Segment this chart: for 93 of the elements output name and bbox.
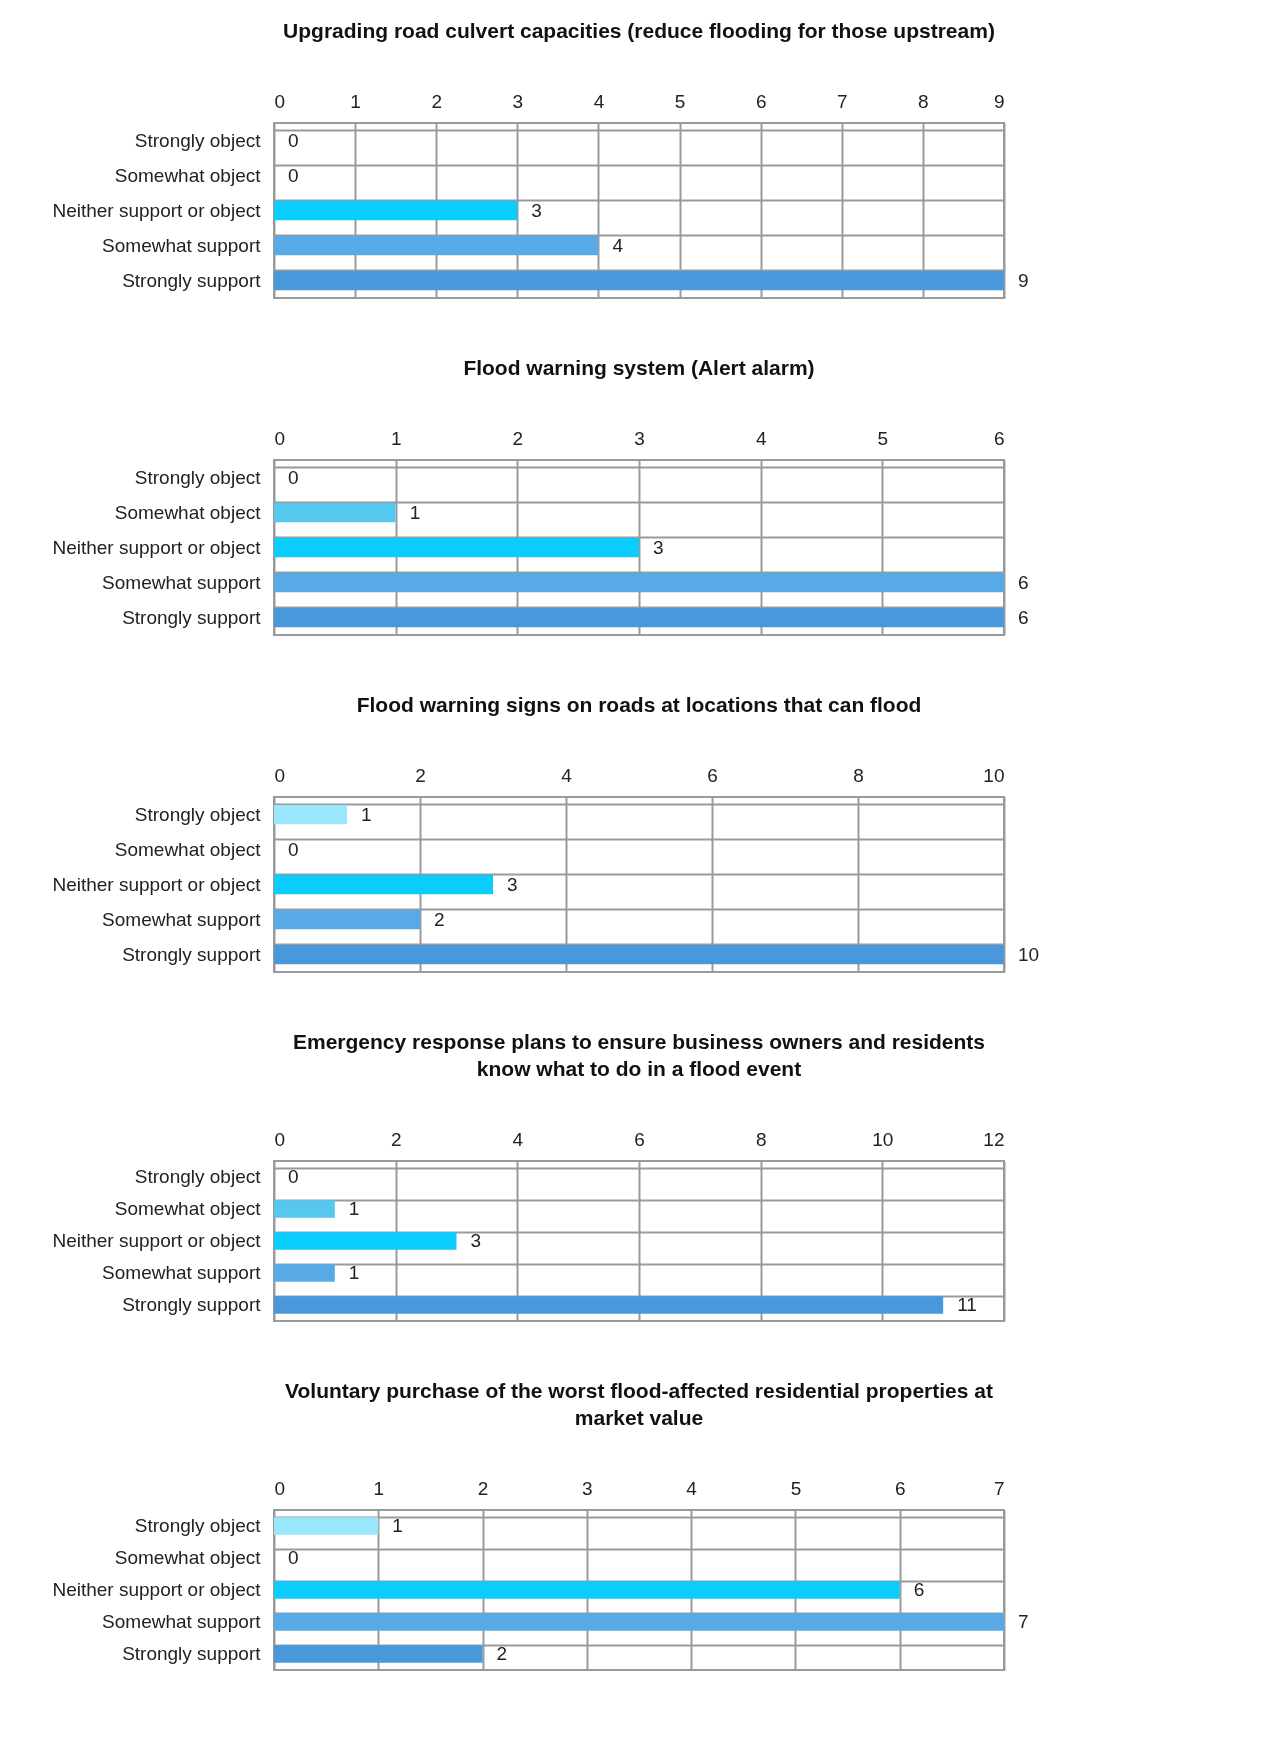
y-tick-label: Somewhat object bbox=[114, 501, 262, 523]
data-label: 4 bbox=[612, 234, 624, 256]
x-tick-label: 0 bbox=[274, 90, 286, 112]
chart-title: Voluntary purchase of the worst flood-affected residential properties at market value bbox=[285, 1379, 993, 1429]
x-tick-label: 8 bbox=[755, 1128, 767, 1150]
x-tick-label: 10 bbox=[983, 764, 1005, 786]
x-tick-label: 5 bbox=[877, 427, 889, 449]
x-tick-label: 3 bbox=[634, 427, 645, 449]
x-tick-label: 2 bbox=[390, 1128, 402, 1150]
chart-title: Flood warning signs on roads at locations that can flood bbox=[356, 693, 922, 716]
x-tick-label: 4 bbox=[755, 427, 767, 449]
data-label: 3 bbox=[507, 873, 518, 895]
x-tick-label: 1 bbox=[350, 90, 361, 112]
y-tick-label: Strongly object bbox=[134, 466, 262, 488]
x-tick-label: 0 bbox=[274, 1128, 286, 1150]
data-label: 0 bbox=[288, 838, 299, 860]
data-label: 6 bbox=[913, 1579, 925, 1600]
y-tick-label: Somewhat support bbox=[102, 1611, 262, 1632]
x-tick-label: 0 bbox=[274, 427, 286, 449]
data-label: 6 bbox=[1018, 571, 1029, 593]
x-tick-label: 0 bbox=[274, 764, 286, 786]
y-tick-label: Somewhat object bbox=[114, 1547, 262, 1568]
x-tick-label: 6 bbox=[634, 1128, 645, 1150]
x-tick-label: 0 bbox=[274, 1477, 286, 1499]
x-tick-label: 6 bbox=[993, 427, 1005, 449]
data-label: 7 bbox=[1018, 1611, 1029, 1632]
x-tick-label: 2 bbox=[477, 1477, 489, 1499]
y-tick-label: Strongly object bbox=[134, 1166, 262, 1187]
x-tick-label: 6 bbox=[894, 1477, 906, 1499]
x-tick-label: 8 bbox=[853, 764, 864, 786]
x-tick-label: 8 bbox=[918, 90, 929, 112]
data-label: 0 bbox=[288, 129, 299, 151]
data-label: 3 bbox=[531, 199, 542, 221]
y-tick-label: Neither support or object bbox=[52, 873, 262, 895]
data-label: 1 bbox=[361, 803, 372, 825]
x-tick-label: 4 bbox=[686, 1477, 698, 1499]
data-label: 0 bbox=[288, 1166, 299, 1187]
x-tick-label: 5 bbox=[790, 1477, 802, 1499]
data-label: 11 bbox=[957, 1294, 977, 1315]
data-label: 1 bbox=[348, 1262, 360, 1283]
x-tick-label: 7 bbox=[836, 90, 848, 112]
y-tick-label: Strongly support bbox=[122, 1294, 262, 1315]
x-tick-label: 10 bbox=[872, 1128, 894, 1150]
data-label: 1 bbox=[348, 1198, 360, 1219]
data-label: 9 bbox=[1018, 269, 1029, 291]
data-label: 1 bbox=[392, 1515, 403, 1536]
y-tick-label: Neither support or object bbox=[52, 1579, 262, 1600]
y-tick-label: Somewhat support bbox=[102, 1262, 262, 1283]
y-tick-label: Strongly object bbox=[134, 1515, 262, 1536]
x-tick-label: 2 bbox=[431, 90, 443, 112]
chart-title: Emergency response plans to ensure business owners and residents know what to do in a flood event bbox=[292, 1030, 986, 1080]
x-tick-label: 3 bbox=[582, 1477, 593, 1499]
data-label: 0 bbox=[288, 1547, 299, 1568]
x-tick-label: 6 bbox=[755, 90, 767, 112]
x-tick-label: 5 bbox=[674, 90, 686, 112]
x-tick-label: 4 bbox=[512, 1128, 524, 1150]
x-tick-label: 2 bbox=[512, 427, 524, 449]
y-tick-label: Somewhat object bbox=[114, 164, 262, 186]
x-tick-label: 4 bbox=[561, 764, 573, 786]
y-tick-label: Neither support or object bbox=[52, 199, 262, 221]
data-label: 0 bbox=[288, 164, 299, 186]
data-label: 2 bbox=[496, 1643, 508, 1664]
x-tick-label: 4 bbox=[593, 90, 605, 112]
y-tick-label: Somewhat object bbox=[114, 838, 262, 860]
data-label: 1 bbox=[409, 501, 421, 523]
data-label: 2 bbox=[434, 908, 445, 930]
y-tick-label: Somewhat object bbox=[114, 1198, 262, 1219]
y-tick-label: Strongly support bbox=[122, 943, 262, 965]
x-tick-label: 1 bbox=[373, 1477, 385, 1499]
y-tick-label: Strongly support bbox=[122, 269, 262, 291]
y-tick-label: Somewhat support bbox=[102, 234, 262, 256]
y-tick-label: Strongly object bbox=[134, 803, 262, 825]
y-tick-label: Somewhat support bbox=[102, 908, 262, 930]
x-tick-label: 9 bbox=[993, 90, 1005, 112]
y-tick-label: Neither support or object bbox=[52, 1230, 262, 1251]
data-label: 10 bbox=[1018, 943, 1040, 965]
data-label: 3 bbox=[653, 536, 664, 558]
x-tick-label: 3 bbox=[512, 90, 524, 112]
y-tick-label: Somewhat support bbox=[102, 571, 262, 593]
x-tick-label: 12 bbox=[983, 1128, 1005, 1150]
y-tick-label: Strongly object bbox=[134, 129, 262, 151]
data-label: 3 bbox=[470, 1230, 482, 1251]
x-tick-label: 6 bbox=[707, 764, 718, 786]
y-tick-label: Neither support or object bbox=[52, 536, 262, 558]
x-tick-label: 1 bbox=[390, 427, 402, 449]
chart-title: Flood warning system (Alert alarm) bbox=[463, 356, 815, 379]
x-tick-label: 2 bbox=[415, 764, 426, 786]
chart-title: Upgrading road culvert capacities (reduce flooding for those upstream) bbox=[283, 19, 995, 42]
x-tick-label: 7 bbox=[993, 1477, 1005, 1499]
data-label: 0 bbox=[288, 466, 299, 488]
data-label: 6 bbox=[1018, 606, 1029, 628]
y-tick-label: Strongly support bbox=[122, 606, 262, 628]
y-tick-label: Strongly support bbox=[122, 1643, 262, 1664]
